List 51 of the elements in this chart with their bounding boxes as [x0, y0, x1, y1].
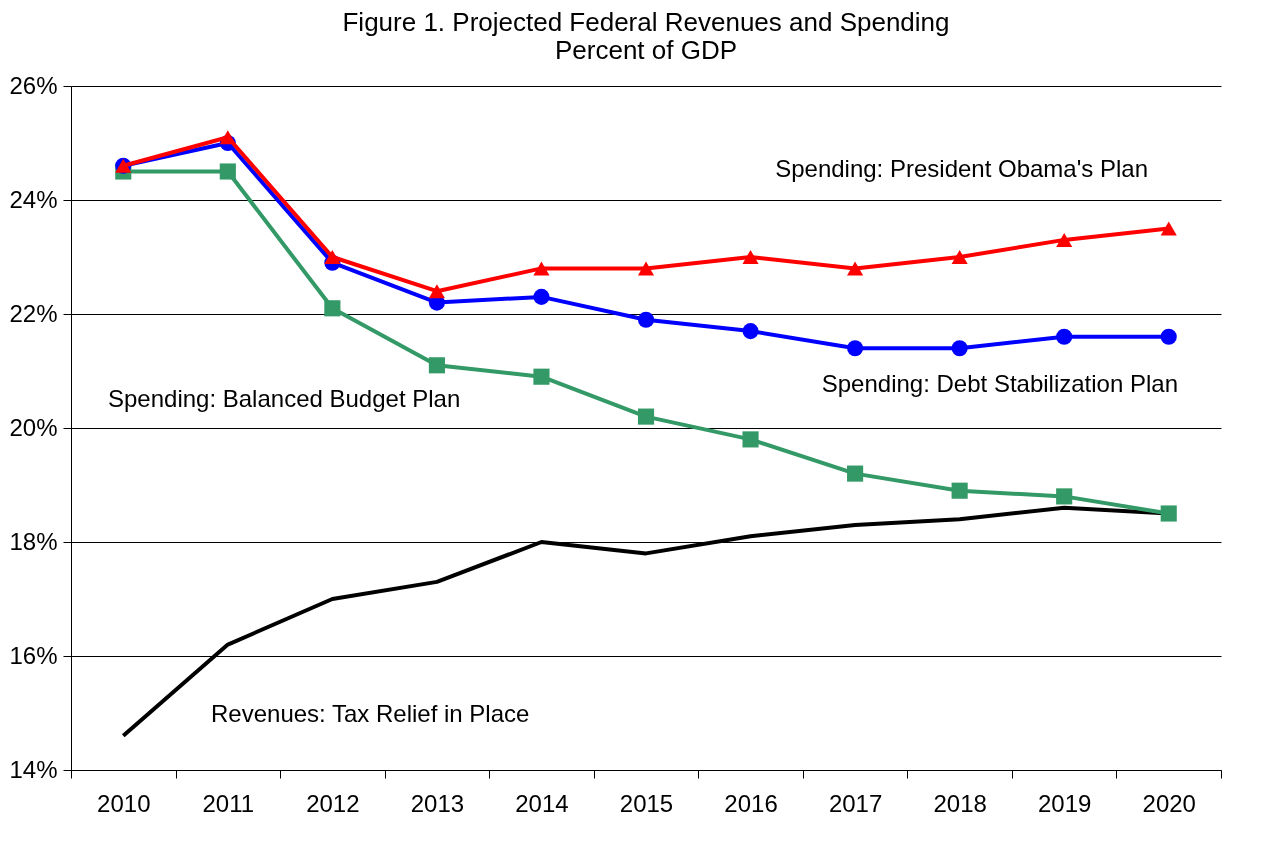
series-label: Spending: President Obama's Plan: [775, 155, 1148, 182]
point: [1160, 328, 1177, 345]
point: [951, 250, 968, 264]
y-tick-label: 26%: [9, 71, 58, 99]
y-tick-label: 18%: [9, 527, 58, 555]
chart-subtitle: Percent of GDP: [554, 35, 738, 65]
x-tick-label: 2011: [202, 789, 255, 817]
x-tick-label: 2015: [619, 789, 674, 817]
point: [533, 288, 550, 305]
point: [847, 465, 864, 482]
y-tick-label: 16%: [9, 641, 58, 669]
series-label: Revenues: Tax Relief in Place: [211, 700, 530, 727]
point: [1160, 505, 1177, 522]
point: [324, 300, 341, 317]
x-tick-label: 2018: [933, 789, 987, 817]
series-label: Spending: Debt Stabilization Plan: [821, 370, 1178, 397]
point: [533, 368, 550, 385]
point: [951, 340, 968, 357]
point: [1056, 328, 1073, 345]
point: [533, 261, 550, 276]
x-tick-label: 2010: [97, 789, 151, 817]
point: [847, 261, 864, 276]
point: [637, 311, 655, 328]
y-tick-label: 20%: [9, 413, 58, 441]
point: [219, 130, 236, 145]
x-tick-label: 2016: [724, 789, 778, 817]
point: [324, 250, 341, 264]
x-tick-label: 2014: [515, 789, 569, 817]
point: [219, 163, 236, 180]
point: [428, 284, 445, 299]
x-tick-label: 2012: [306, 789, 360, 817]
chart-title: Figure 1. Projected Federal Revenues and Spending: [342, 7, 950, 37]
point: [951, 482, 968, 499]
x-tick-label: 2017: [828, 789, 883, 817]
point: [1056, 232, 1073, 247]
point: [1056, 488, 1073, 505]
series-label: Spending: Balanced Budget Plan: [108, 385, 461, 412]
x-tick-label: 2013: [410, 789, 465, 817]
point: [742, 323, 759, 340]
y-tick-label: 24%: [9, 185, 58, 213]
x-tick-label: 2020: [1142, 789, 1196, 817]
x-tick-label: 2019: [1037, 789, 1092, 817]
point: [428, 357, 445, 374]
point: [637, 261, 655, 276]
y-tick-label: 22%: [9, 299, 58, 327]
y-tick-label: 14%: [9, 755, 58, 783]
point: [847, 340, 864, 357]
point: [742, 431, 759, 448]
point: [1160, 221, 1177, 236]
point: [637, 408, 655, 425]
point: [742, 250, 759, 264]
